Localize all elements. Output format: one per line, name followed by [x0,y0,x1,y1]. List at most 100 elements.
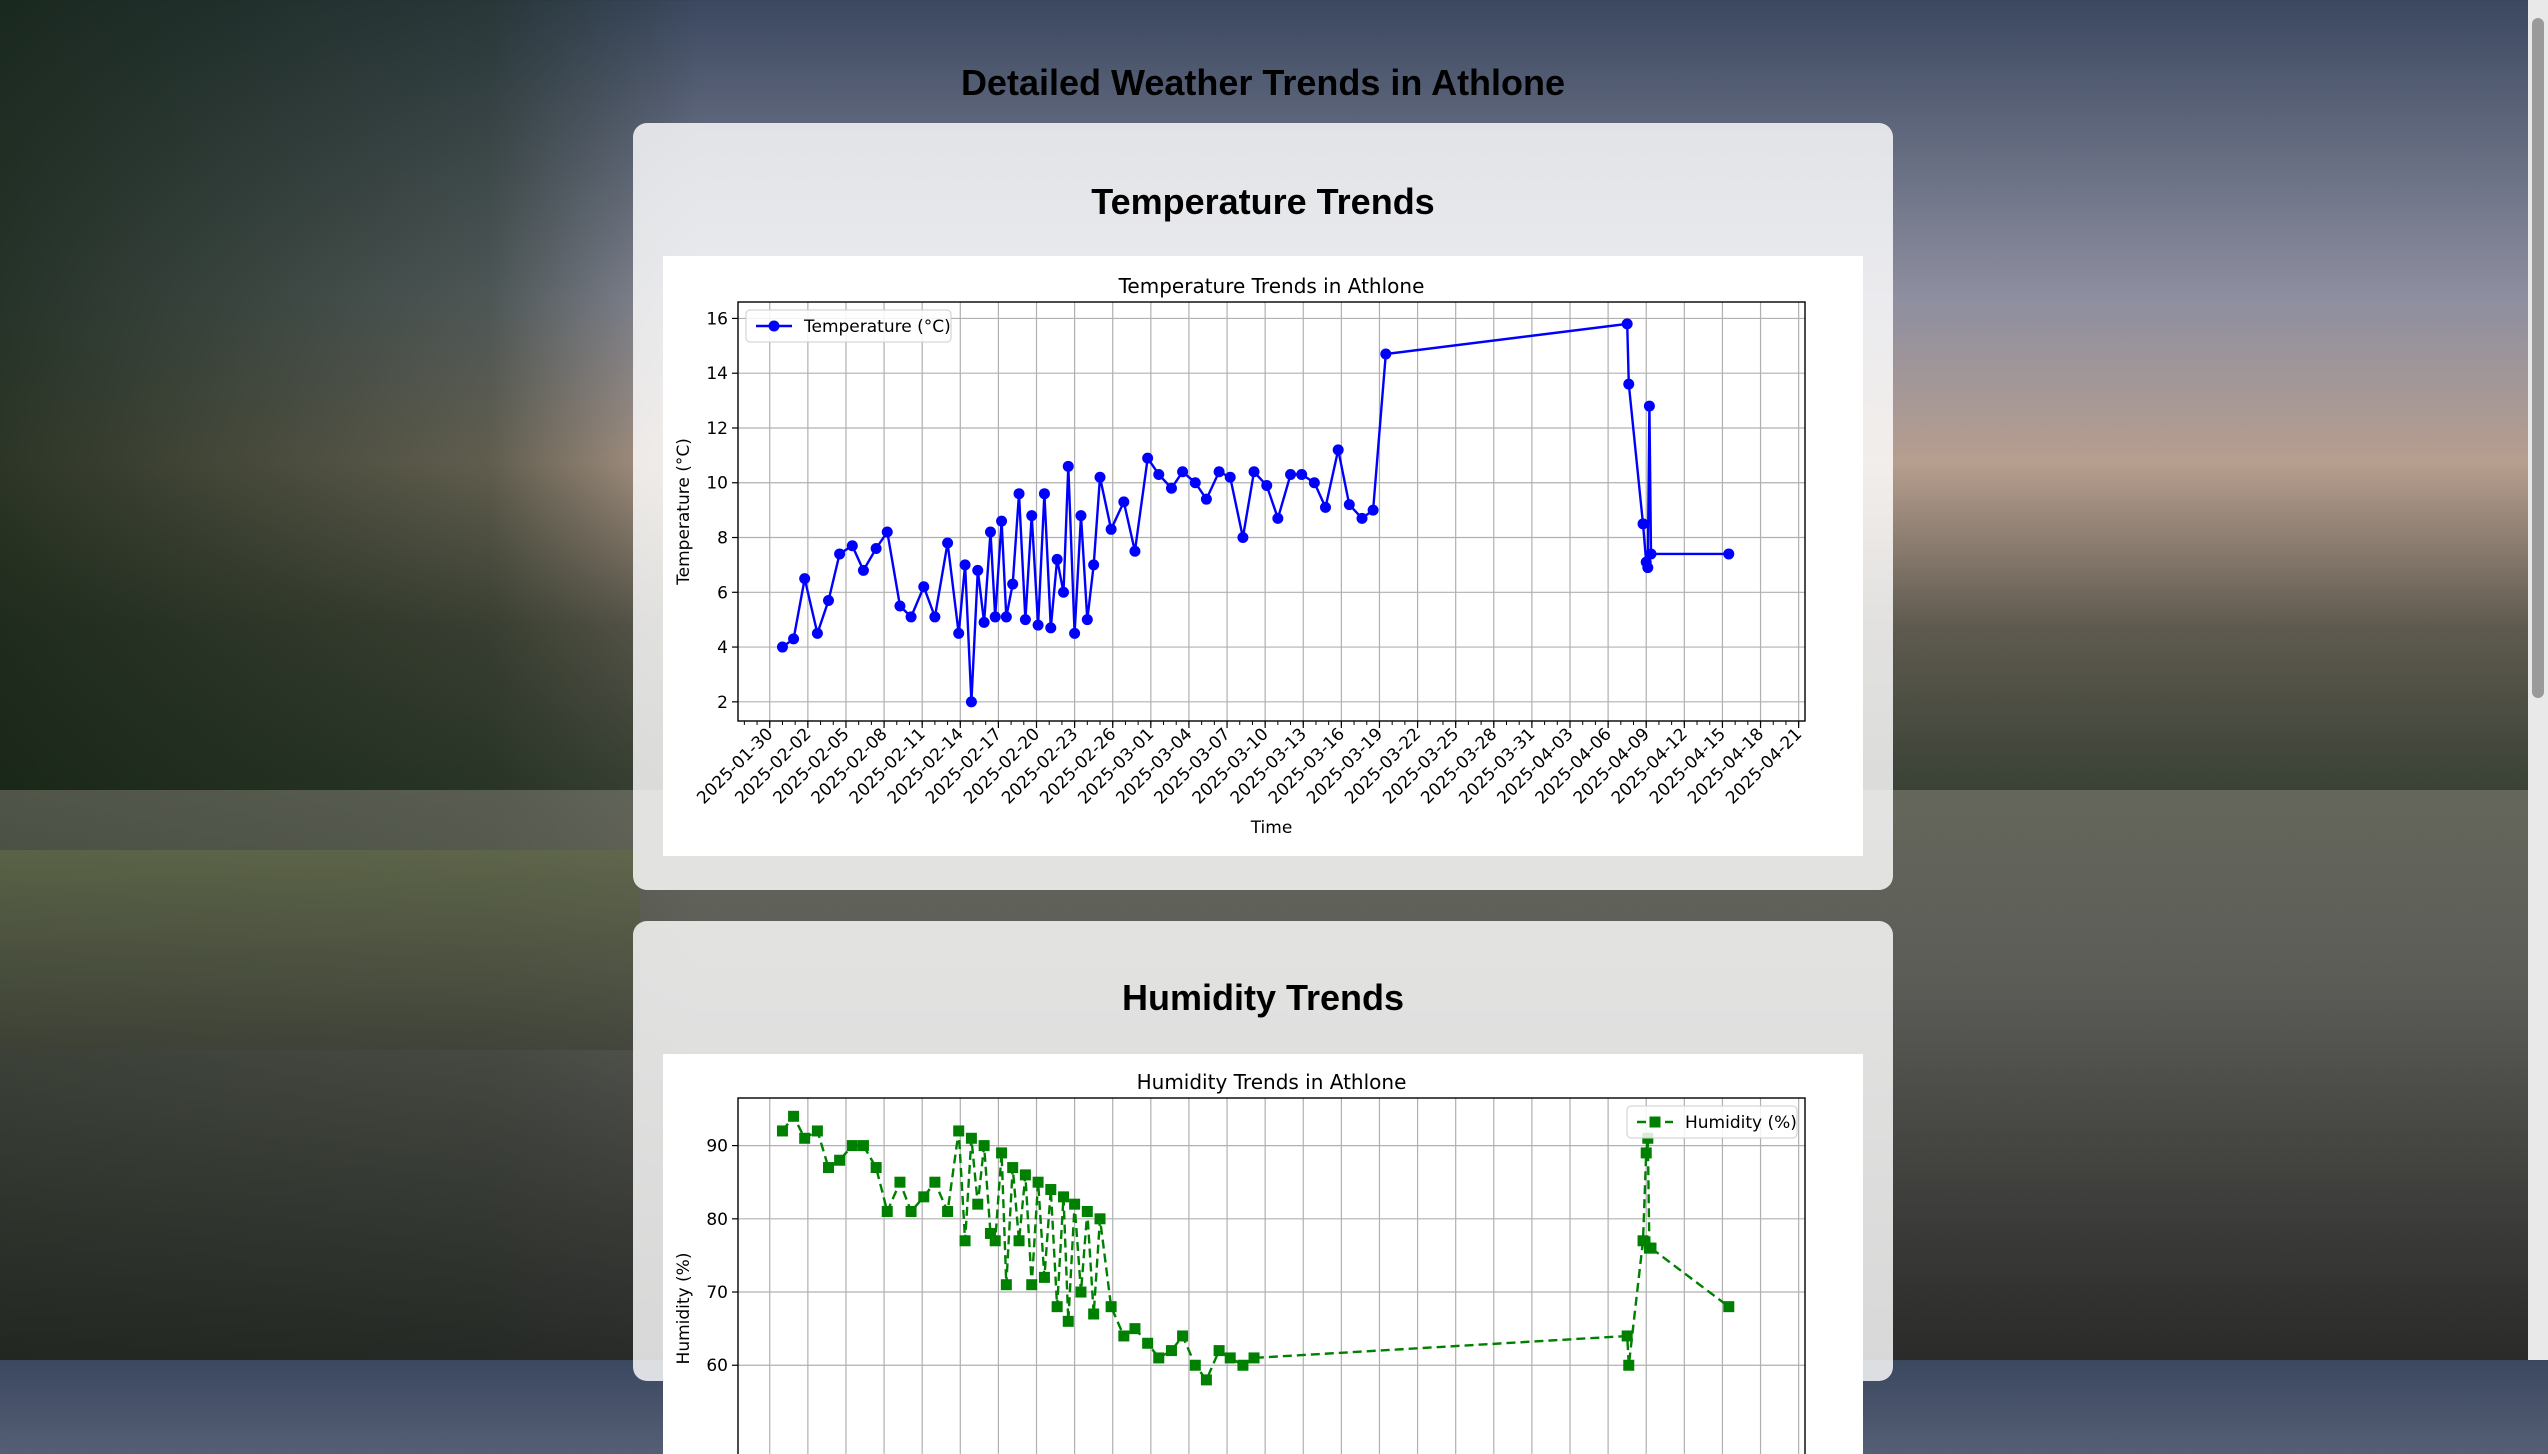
data-point [1142,1337,1154,1349]
temperature-chart: Temperature Trends in Athlone 2 4 6 8 10 12 14 1… [674,274,1806,838]
data-point [1129,1323,1141,1335]
data-point [1272,512,1284,524]
y-tick-label: 60 [706,1356,728,1376]
data-point [953,627,965,639]
data-point [978,1140,990,1152]
data-point [1057,586,1069,598]
scrollbar-thumb[interactable] [2532,18,2544,698]
data-point [1088,559,1100,571]
data-point [1640,1147,1652,1159]
data-point [959,1235,971,1247]
data-point [1637,518,1649,530]
data-point [1621,1330,1633,1342]
data-point [1153,469,1165,481]
data-point [1153,1352,1165,1364]
vertical-scrollbar[interactable] [2528,0,2548,1360]
legend-swatch-marker [1649,1116,1661,1128]
data-point [1296,469,1308,481]
series-line [781,322,1729,702]
data-point [1000,611,1012,623]
data-point [1051,553,1063,565]
legend-label: Temperature (°C) [803,317,951,337]
data-point [1019,614,1031,626]
background-photo [0,0,2548,1360]
data-point [1081,1205,1093,1217]
y-tick-label: 80 [706,1210,728,1230]
data-point [1237,1359,1249,1371]
data-point [1248,1352,1260,1364]
data-point [1177,466,1189,478]
humidity-section-heading: Humidity Trends [1121,977,1405,1018]
humidity-chart-container: Humidity Trends in Athlone 60 70 80 90 Humidi… [663,1054,1863,1454]
data-point [881,1205,893,1217]
data-point [811,627,823,639]
data-point [1723,548,1735,560]
data-point [846,1140,858,1152]
data-point [1105,523,1117,535]
data-point [870,542,882,554]
y-tick-label: 16 [706,309,728,329]
data-point [1075,1286,1087,1298]
data-point [1026,510,1038,522]
data-point [1069,1198,1081,1210]
temperature-section-heading: Temperature Trends [1091,181,1435,222]
y-tick-label: 14 [706,364,728,384]
data-point [1723,1301,1735,1313]
data-point [1013,1235,1025,1247]
humidity-chart: Humidity Trends in Athlone 60 70 80 90 Humidi… [674,1070,1806,1454]
data-point [1177,1330,1189,1342]
data-point [1032,619,1044,631]
data-point [788,1110,800,1122]
data-point [905,611,917,623]
data-point [989,1235,1001,1247]
data-point [1189,1359,1201,1371]
data-point [1367,504,1379,516]
data-point [857,1140,869,1152]
data-point [1118,1330,1130,1342]
series-line [781,1114,1730,1383]
data-point [1623,378,1635,390]
legend-label: Humidity (%) [1685,1113,1797,1133]
data-point [1075,510,1087,522]
data-point [1237,532,1249,544]
y-tick-label: 2 [717,693,728,713]
data-point [799,573,811,585]
data-point [846,540,858,552]
data-point [823,1162,835,1174]
data-point [1356,512,1368,524]
chart-title: Temperature Trends in Athlone [1118,274,1425,298]
data-point [1094,1213,1106,1225]
data-point [953,1125,965,1137]
data-point [823,595,835,607]
y-tick-label: 6 [717,583,728,603]
data-point [929,1176,941,1188]
data-point [1165,1345,1177,1357]
data-point [870,1162,882,1174]
data-point [1319,501,1331,513]
data-point [1062,460,1074,472]
data-point [918,1191,930,1203]
y-tick-label: 4 [717,638,728,658]
data-point [1643,400,1655,412]
data-point [942,1205,954,1217]
data-point [1105,1301,1117,1313]
data-point [894,1176,906,1188]
data-point [1094,471,1106,483]
data-point [1200,493,1212,505]
data-point [959,559,971,571]
x-axis-label: Time [1250,818,1293,838]
y-tick-label: 70 [706,1283,728,1303]
data-point [965,696,977,708]
y-tick-label: 90 [706,1137,728,1157]
data-point [881,526,893,538]
data-point [1645,1242,1657,1254]
data-point [1248,466,1260,478]
data-point [978,616,990,628]
plot-frame [737,1097,1806,1454]
data-point [1007,1162,1019,1174]
plot-frame [737,301,1806,722]
data-point [1621,318,1633,330]
data-point [799,1132,811,1144]
data-point [1142,452,1154,464]
y-tick-label: 8 [717,529,728,549]
